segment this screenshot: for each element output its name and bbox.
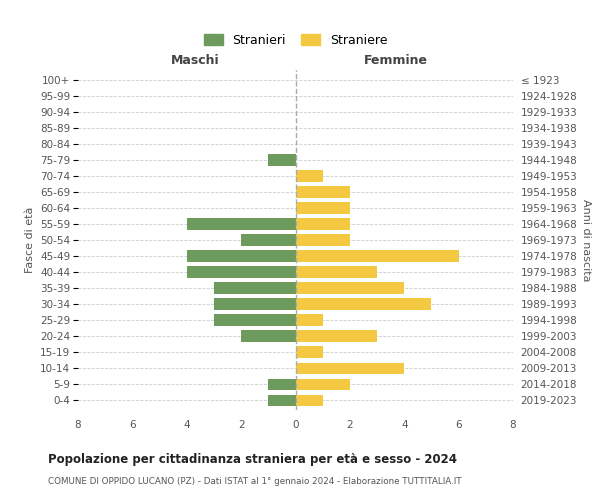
Text: Femmine: Femmine xyxy=(364,54,428,66)
Bar xyxy=(268,394,296,406)
Text: COMUNE DI OPPIDO LUCANO (PZ) - Dati ISTAT al 1° gennaio 2024 - Elaborazione TUTT: COMUNE DI OPPIDO LUCANO (PZ) - Dati ISTA… xyxy=(48,478,461,486)
Y-axis label: Fasce di età: Fasce di età xyxy=(25,207,35,273)
Text: Maschi: Maschi xyxy=(171,54,220,66)
Bar xyxy=(241,330,296,342)
Bar xyxy=(268,154,296,166)
Bar xyxy=(214,282,296,294)
Bar xyxy=(187,250,296,262)
Bar xyxy=(296,346,323,358)
Bar xyxy=(187,218,296,230)
Bar xyxy=(187,266,296,278)
Bar xyxy=(214,298,296,310)
Bar xyxy=(296,362,404,374)
Bar xyxy=(296,394,323,406)
Legend: Stranieri, Straniere: Stranieri, Straniere xyxy=(199,28,392,52)
Text: Popolazione per cittadinanza straniera per età e sesso - 2024: Popolazione per cittadinanza straniera p… xyxy=(48,452,457,466)
Bar xyxy=(296,250,458,262)
Bar xyxy=(296,314,323,326)
Bar xyxy=(296,186,350,198)
Bar xyxy=(296,218,350,230)
Bar xyxy=(296,330,377,342)
Bar xyxy=(296,298,431,310)
Bar xyxy=(296,266,377,278)
Bar xyxy=(268,378,296,390)
Bar xyxy=(296,282,404,294)
Y-axis label: Anni di nascita: Anni di nascita xyxy=(581,198,591,281)
Bar xyxy=(296,170,323,181)
Bar xyxy=(241,234,296,246)
Bar xyxy=(296,202,350,213)
Bar xyxy=(214,314,296,326)
Bar xyxy=(296,378,350,390)
Bar xyxy=(296,234,350,246)
